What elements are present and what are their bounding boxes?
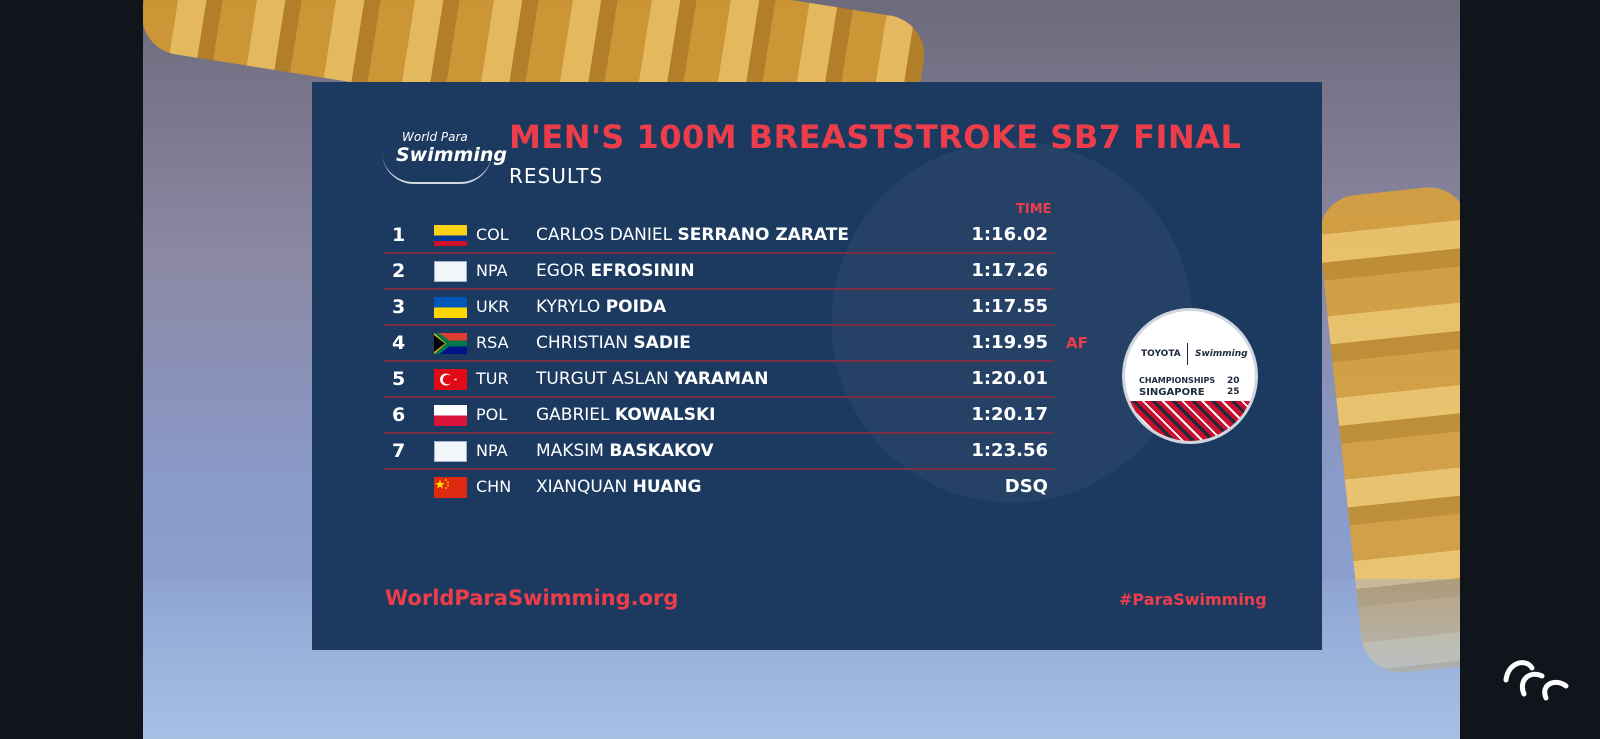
record-badge: AF <box>1066 334 1088 352</box>
athlete-name: KYRYLO POIDA <box>536 297 666 317</box>
athlete-name: EGOR EFROSININ <box>536 261 695 281</box>
country-code: COL <box>476 225 509 244</box>
first-name: MAKSIM <box>536 441 604 461</box>
athlete-name: XIANQUAN HUANG <box>536 477 701 497</box>
rank: 6 <box>392 404 406 426</box>
rank: 4 <box>392 332 406 354</box>
country-code: UKR <box>476 297 510 316</box>
first-name: EGOR <box>536 261 586 281</box>
logo-divider <box>1187 343 1188 365</box>
last-name: POIDA <box>605 297 667 317</box>
rank: 7 <box>392 440 406 462</box>
logo-year-bottom: 25 <box>1227 387 1240 397</box>
country-code: RSA <box>476 333 509 352</box>
result-row: 2 NPA EGOR EFROSININ 1:17.26 <box>384 254 1054 290</box>
last-name: KOWALSKI <box>614 405 716 425</box>
rank: 1 <box>392 224 406 246</box>
time-column-header: TIME <box>1016 202 1052 217</box>
result-row: CHN XIANQUAN HUANG DSQ <box>384 470 1054 504</box>
last-name: BASKAKOV <box>609 441 714 461</box>
hashtag: #ParaSwimming <box>1119 590 1267 609</box>
result-row: 6 POL GABRIEL KOWALSKI 1:20.17 <box>384 398 1054 434</box>
logo-year-top: 20 <box>1227 376 1240 386</box>
last-name: SERRANO ZARATE <box>677 225 849 245</box>
npa-flag-icon <box>434 261 467 282</box>
colombia-flag-icon <box>434 225 467 246</box>
result-row: 1 COL CARLOS DANIEL SERRANO ZARATE 1:16.… <box>384 218 1054 254</box>
first-name: XIANQUAN <box>536 477 628 497</box>
last-name: SADIE <box>633 333 691 353</box>
npa-flag-icon <box>434 441 467 462</box>
country-code: CHN <box>476 477 512 496</box>
poland-flag-icon <box>434 405 467 426</box>
logo-pattern <box>1125 401 1255 441</box>
athlete-name: MAKSIM BASKAKOV <box>536 441 714 461</box>
country-code: POL <box>476 405 508 424</box>
result-time: 1:23.56 <box>971 440 1048 461</box>
sponsor-text: TOYOTA <box>1141 349 1181 359</box>
logo-brand-text: Swimming <box>1195 349 1248 359</box>
result-time: 1:20.01 <box>971 368 1048 389</box>
rank: 2 <box>392 260 406 282</box>
championships-singapore-logo: TOYOTA Swimming CHAMPIONSHIPS SINGAPORE … <box>1122 308 1258 444</box>
result-time: 1:19.95 <box>971 332 1048 353</box>
website-link: WorldParaSwimming.org <box>385 586 679 610</box>
result-row: 5 TUR TURGUT ASLAN YARAMAN 1:20.01 <box>384 362 1054 398</box>
logo-line2: SINGAPORE <box>1139 387 1205 398</box>
ukraine-flag-icon <box>434 297 467 318</box>
result-row: 7 NPA MAKSIM BASKAKOV 1:23.56 <box>384 434 1054 470</box>
first-name: CARLOS DANIEL <box>536 225 673 245</box>
south-africa-flag-icon <box>434 333 467 354</box>
athlete-name: TURGUT ASLAN YARAMAN <box>536 369 768 389</box>
turkey-flag-icon <box>434 369 467 390</box>
results-board: World Para Swimming MEN'S 100M BREASTSTR… <box>312 82 1322 650</box>
first-name: CHRISTIAN <box>536 333 629 353</box>
result-row: 4 RSA CHRISTIAN SADIE 1:19.95 AF <box>384 326 1088 362</box>
last-name: YARAMAN <box>674 369 769 389</box>
first-name: KYRYLO <box>536 297 601 317</box>
result-row: 3 UKR KYRYLO POIDA 1:17.55 <box>384 290 1054 326</box>
logo-text-top: World Para <box>402 130 468 144</box>
result-time: 1:16.02 <box>971 224 1048 245</box>
last-name: EFROSININ <box>590 261 695 281</box>
result-time: DSQ <box>1004 476 1048 497</box>
logo-line1: CHAMPIONSHIPS <box>1139 376 1216 385</box>
last-name: HUANG <box>632 477 702 497</box>
results-table: 1 COL CARLOS DANIEL SERRANO ZARATE 1:16.… <box>384 218 1088 504</box>
result-time: 1:17.26 <box>971 260 1048 281</box>
paralympic-agitos-icon <box>1503 660 1569 701</box>
rank: 5 <box>392 368 406 390</box>
result-time: 1:17.55 <box>971 296 1048 317</box>
logo-swoosh-icon <box>382 152 492 184</box>
country-code: TUR <box>476 369 509 388</box>
event-title: MEN'S 100M BREASTSTROKE SB7 FINAL <box>509 118 1242 156</box>
results-subtitle: RESULTS <box>509 164 604 188</box>
right-letterbox <box>1460 0 1600 739</box>
result-time: 1:20.17 <box>971 404 1048 425</box>
athlete-name: GABRIEL KOWALSKI <box>536 405 716 425</box>
china-flag-icon <box>434 477 467 498</box>
first-name: GABRIEL <box>536 405 610 425</box>
athlete-name: CARLOS DANIEL SERRANO ZARATE <box>536 225 849 245</box>
left-letterbox <box>0 0 143 739</box>
rank: 3 <box>392 296 406 318</box>
country-code: NPA <box>476 261 508 280</box>
world-para-swimming-logo: World Para Swimming <box>382 126 507 186</box>
athlete-name: CHRISTIAN SADIE <box>536 333 691 353</box>
country-code: NPA <box>476 441 508 460</box>
first-name: TURGUT ASLAN <box>536 369 669 389</box>
